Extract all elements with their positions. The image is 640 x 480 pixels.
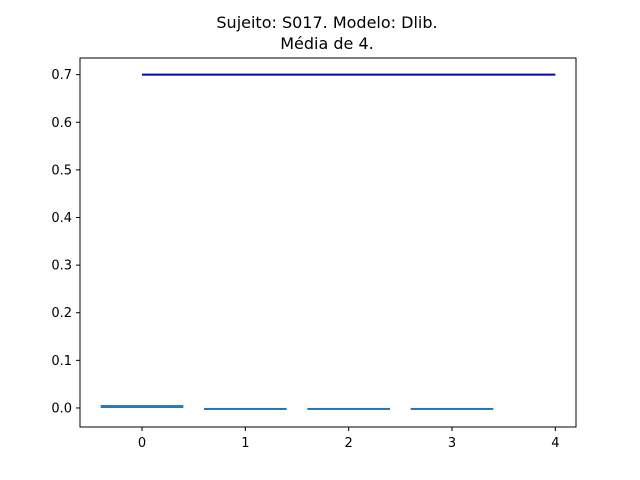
- y-tick-label: 0.0: [51, 401, 72, 416]
- x-tick-label: 3: [448, 436, 456, 451]
- y-axis-ticks: 0.0 0.1 0.2 0.3 0.4 0.5 0.6 0.7: [51, 68, 80, 416]
- y-tick-label: 0.5: [51, 163, 72, 178]
- chart-title: Sujeito: S017. Modelo: Dlib.: [216, 13, 437, 32]
- y-tick-label: 0.4: [51, 211, 72, 226]
- bar-1: [204, 407, 287, 410]
- x-tick-label: 4: [551, 436, 559, 451]
- x-tick-label: 2: [345, 436, 353, 451]
- y-tick-label: 0.2: [51, 306, 72, 321]
- y-tick-label: 0.1: [51, 354, 72, 369]
- plot-frame: [79, 57, 577, 428]
- x-tick-label: 0: [138, 436, 146, 451]
- bar-2: [307, 407, 390, 410]
- y-tick-label: 0.3: [51, 259, 72, 274]
- chart-subtitle: Média de 4.: [280, 34, 374, 53]
- y-tick-label: 0.6: [51, 116, 72, 131]
- y-tick-label: 0.7: [51, 68, 72, 83]
- x-tick-label: 1: [241, 436, 249, 451]
- bar-0: [100, 405, 184, 408]
- bar-3: [410, 407, 494, 410]
- x-axis-ticks: 0 1 2 3 4: [138, 427, 559, 451]
- bar-series: [100, 405, 494, 410]
